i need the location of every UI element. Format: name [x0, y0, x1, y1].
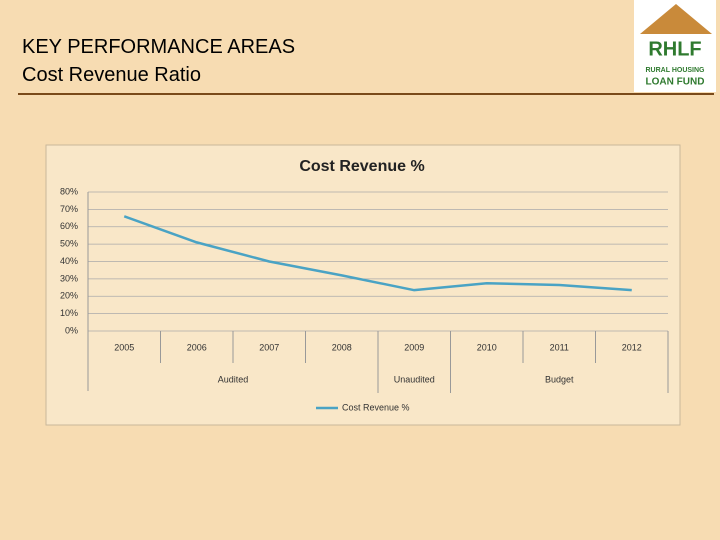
logo: RHLF RURAL HOUSING LOAN FUND	[634, 0, 716, 92]
x-tick-label: 2007	[259, 342, 279, 352]
y-tick-label: 40%	[60, 256, 78, 266]
logo-line: RURAL HOUSING	[646, 67, 706, 74]
header-rule	[18, 93, 714, 95]
chart-area	[45, 144, 681, 426]
group-label: Audited	[218, 374, 249, 384]
y-tick-label: 30%	[60, 273, 78, 283]
group-label: Budget	[545, 374, 574, 384]
y-tick-label: 50%	[60, 239, 78, 249]
logo-mark: RHLF	[648, 38, 701, 60]
y-tick-label: 0%	[65, 325, 78, 335]
x-tick-label: 2010	[477, 342, 497, 352]
legend-label: Cost Revenue %	[342, 402, 410, 412]
x-tick-label: 2008	[332, 342, 352, 352]
logo-roof	[640, 4, 712, 34]
logo-line: LOAN FUND	[646, 77, 705, 88]
x-tick-label: 2011	[550, 342, 569, 352]
slide-title: KEY PERFORMANCE AREAS	[22, 36, 296, 58]
y-tick-label: 10%	[60, 308, 78, 318]
chart-title: Cost Revenue %	[299, 158, 424, 175]
x-tick-label: 2012	[622, 342, 642, 352]
y-tick-label: 80%	[60, 186, 78, 196]
slide-subtitle: Cost Revenue Ratio	[22, 64, 201, 86]
y-tick-label: 70%	[60, 204, 78, 214]
group-label: Unaudited	[394, 374, 435, 384]
y-tick-label: 60%	[60, 221, 78, 231]
series-line	[123, 215, 632, 292]
y-tick-label: 20%	[60, 291, 78, 301]
x-tick-label: 2005	[114, 342, 134, 352]
x-tick-label: 2009	[404, 342, 424, 352]
x-tick-label: 2006	[187, 342, 207, 352]
